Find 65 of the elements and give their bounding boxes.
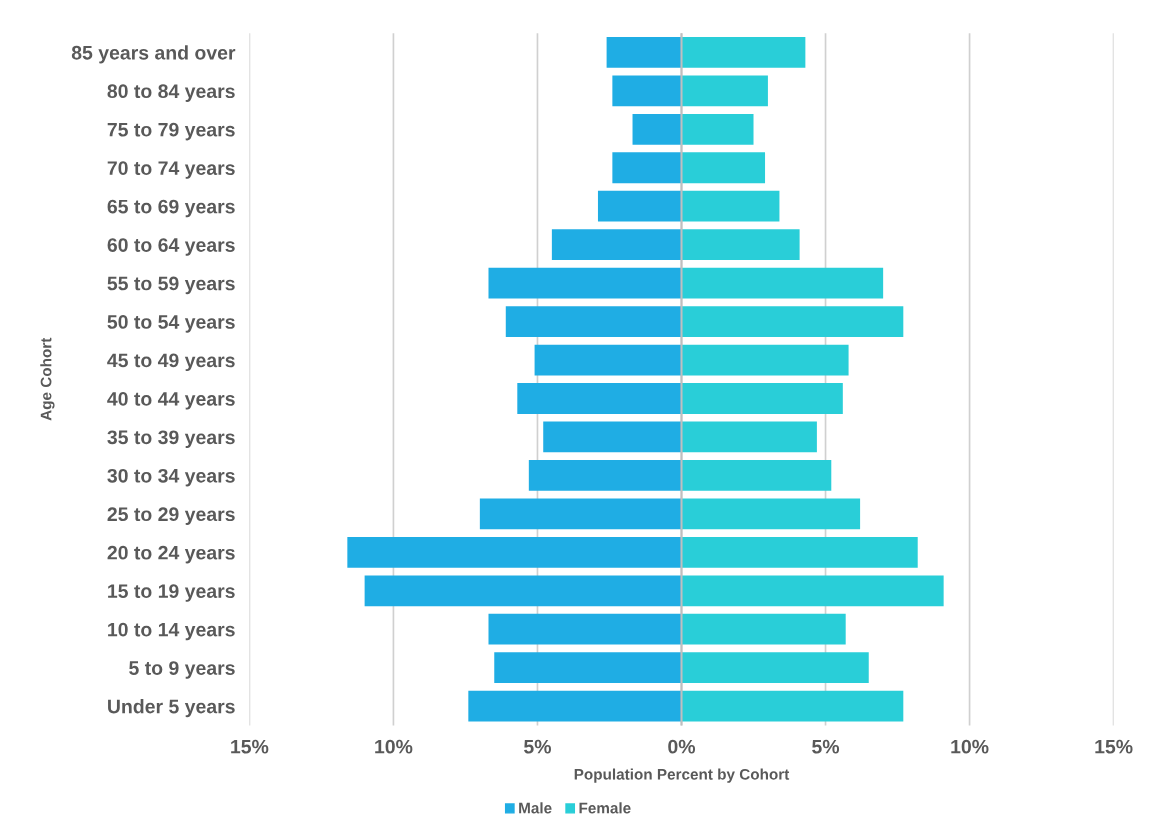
bar — [517, 383, 682, 414]
legend-label: Female — [579, 802, 631, 814]
bar — [681, 229, 800, 261]
bar — [468, 690, 682, 722]
bar — [494, 652, 682, 684]
bar — [681, 75, 768, 107]
bar — [528, 460, 682, 491]
bar — [347, 536, 682, 568]
y-tick-label: 35 to 39 years — [107, 430, 235, 449]
x-tick-label: 5% — [524, 739, 552, 754]
y-tick-label: 70 to 74 years — [107, 161, 235, 179]
bar — [681, 460, 832, 491]
y-tick-label: 60 to 64 years — [107, 238, 235, 256]
y-tick-label: 80 to 84 years — [107, 84, 235, 102]
y-tick-label: 10 to 14 years — [108, 622, 235, 641]
x-tick-label: 15% — [1095, 739, 1133, 754]
y-tick-label: Under 5 years — [108, 699, 235, 718]
bar — [632, 113, 682, 145]
x-tick-label: 10% — [375, 739, 413, 754]
bar — [681, 190, 780, 222]
y-tick-label: 5 to 9 years — [129, 661, 235, 679]
bar — [681, 613, 846, 645]
bar — [681, 536, 918, 568]
y-tick-label: 20 to 24 years — [107, 545, 235, 564]
y-tick-label: 30 to 34 years — [107, 468, 235, 487]
y-tick-label: 25 to 29 years — [107, 507, 235, 525]
x-tick-label: 0% — [668, 739, 696, 754]
y-tick-label: 15 to 19 years — [108, 584, 235, 602]
x-axis-title: Population Percent by Cohort — [574, 768, 790, 783]
bar — [505, 306, 682, 337]
y-tick-label: 50 to 54 years — [107, 315, 235, 333]
bar — [543, 421, 682, 453]
y-tick-label: 85 years and over — [71, 45, 236, 64]
bar — [681, 113, 754, 145]
bar — [681, 498, 861, 530]
y-tick-label: 55 to 59 years — [107, 276, 235, 295]
bar — [681, 344, 849, 376]
bar — [612, 152, 682, 184]
bar — [681, 37, 806, 68]
bar — [681, 575, 944, 607]
bar — [597, 190, 682, 222]
legend-label: Male — [519, 802, 552, 814]
bar — [612, 75, 682, 107]
bar — [681, 421, 817, 453]
bar — [488, 267, 682, 299]
y-tick-label: 65 to 69 years — [107, 199, 235, 218]
bar — [681, 383, 843, 414]
bar — [681, 267, 884, 299]
bar — [551, 229, 682, 261]
bar — [681, 690, 904, 722]
bar — [534, 344, 682, 376]
y-tick-label: 75 to 79 years — [107, 122, 235, 141]
bar — [681, 152, 766, 184]
x-tick-label: 15% — [231, 739, 269, 754]
y-tick-label: 40 to 44 years — [107, 391, 235, 410]
y-axis-title: Age Cohort — [40, 337, 55, 421]
bar — [606, 37, 682, 68]
bar — [681, 652, 869, 684]
x-tick-label: 10% — [951, 739, 989, 754]
bar — [479, 498, 682, 530]
bar — [488, 613, 682, 645]
bar — [681, 306, 904, 337]
bar — [364, 575, 682, 607]
x-tick-label: 5% — [812, 739, 840, 754]
y-tick-label: 45 to 49 years — [107, 353, 235, 372]
